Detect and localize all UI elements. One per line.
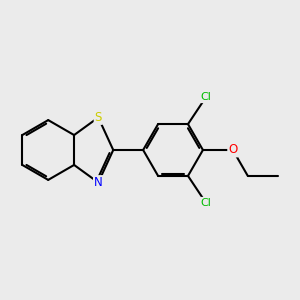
Text: Cl: Cl [200, 92, 211, 102]
Text: O: O [228, 143, 238, 157]
Text: S: S [94, 111, 102, 124]
Text: N: N [94, 176, 103, 189]
Text: Cl: Cl [200, 198, 211, 208]
